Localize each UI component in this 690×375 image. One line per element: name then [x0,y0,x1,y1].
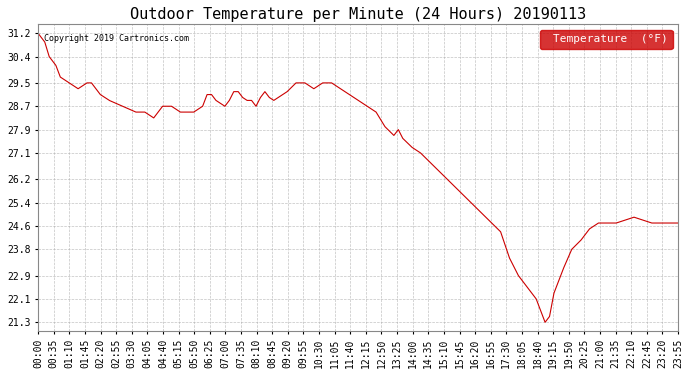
Temperature  (°F) [34,31,42,36]
Title: Outdoor Temperature per Minute (24 Hours) 20190113: Outdoor Temperature per Minute (24 Hours… [130,7,586,22]
Temperature  (°F) [248,99,256,103]
Temperature  (°F) [176,110,184,114]
Temperature  (°F) [674,221,682,225]
Legend: Temperature  (°F): Temperature (°F) [540,30,673,49]
Temperature  (°F) [457,191,466,196]
Temperature  (°F) [541,320,549,324]
Temperature  (°F) [598,221,607,225]
Line: Temperature  (°F): Temperature (°F) [38,33,678,322]
Temperature  (°F) [542,319,550,323]
Text: Copyright 2019 Cartronics.com: Copyright 2019 Cartronics.com [44,34,190,43]
Temperature  (°F) [161,104,169,108]
